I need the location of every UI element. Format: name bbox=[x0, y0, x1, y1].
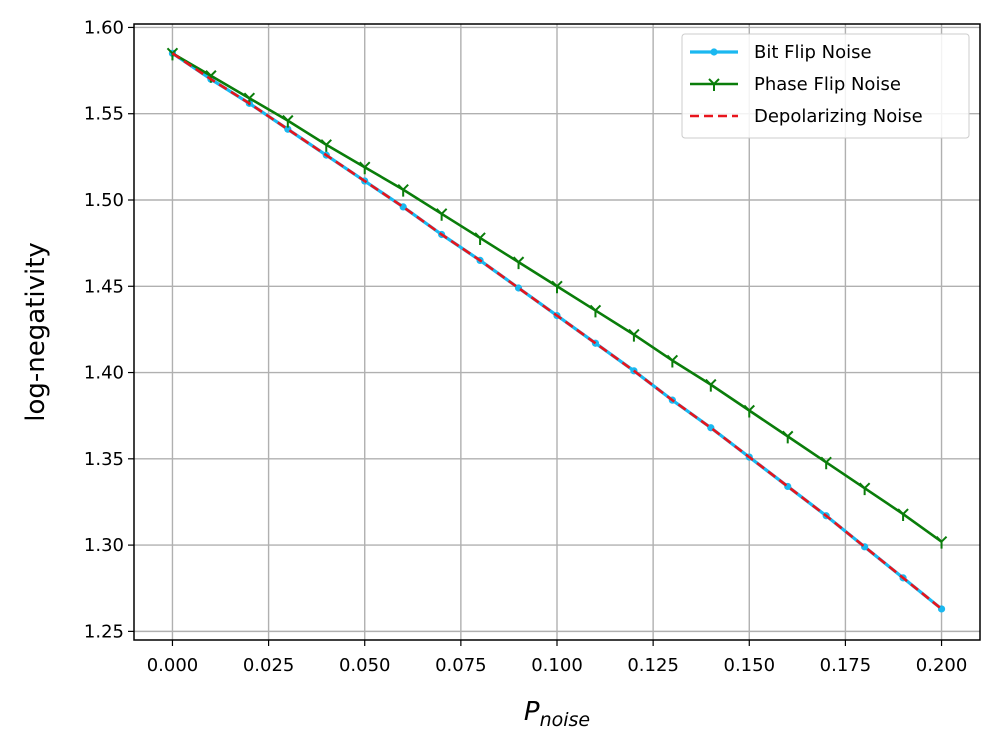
data-point bbox=[551, 280, 563, 294]
data-point bbox=[628, 328, 640, 342]
legend-item: Phase Flip Noise bbox=[690, 74, 901, 95]
x-tick-label: 0.175 bbox=[820, 655, 872, 676]
data-point bbox=[743, 404, 755, 418]
y-tick-label: 1.30 bbox=[84, 535, 124, 556]
x-tick-label: 0.025 bbox=[243, 655, 295, 676]
x-tick-label: 0.125 bbox=[627, 655, 679, 676]
data-point bbox=[858, 482, 871, 496]
x-tick-label: 0.200 bbox=[916, 655, 968, 676]
data-point bbox=[897, 508, 909, 522]
x-axis-label: Pnoise bbox=[524, 697, 590, 731]
legend-label: Phase Flip Noise bbox=[754, 74, 901, 95]
data-point bbox=[512, 256, 525, 270]
y-tick-label: 1.25 bbox=[84, 621, 124, 642]
y-tick-label: 1.55 bbox=[84, 104, 124, 125]
x-axis-label-subscript: noise bbox=[540, 709, 591, 731]
data-point bbox=[666, 354, 679, 368]
x-tick-label: 0.100 bbox=[531, 655, 583, 676]
legend-item: Bit Flip Noise bbox=[690, 42, 872, 63]
x-axis: 0.000 0.025 0.050 0.075 0.100 0.125 0.150 0.175… bbox=[147, 640, 968, 676]
x-tick-label: 0.150 bbox=[724, 655, 776, 676]
data-point bbox=[397, 183, 409, 197]
series-layer bbox=[166, 47, 948, 613]
data-point bbox=[782, 430, 794, 444]
legend-label: Bit Flip Noise bbox=[754, 42, 872, 63]
y-tick-label: 1.45 bbox=[84, 276, 124, 297]
series-depolarizing-noise bbox=[171, 52, 943, 610]
series-line bbox=[171, 52, 943, 610]
data-point bbox=[820, 456, 832, 470]
y-axis-label: log-negativity bbox=[21, 242, 51, 422]
legend-box bbox=[681, 33, 970, 139]
data-point bbox=[435, 208, 448, 221]
x-axis-label-main: P bbox=[524, 697, 540, 727]
legend: Bit Flip Noise Phase Flip Noise Depolarizi… bbox=[681, 33, 970, 139]
data-point bbox=[282, 114, 294, 128]
legend-label: Depolarizing Noise bbox=[754, 106, 923, 127]
x-tick-label: 0.050 bbox=[339, 655, 391, 676]
x-tick-label: 0.000 bbox=[147, 655, 199, 676]
data-point bbox=[359, 161, 371, 175]
data-point bbox=[320, 139, 332, 152]
data-point bbox=[474, 232, 486, 245]
data-point bbox=[935, 535, 948, 549]
legend-marker bbox=[708, 78, 720, 91]
legend-marker bbox=[710, 48, 718, 56]
y-axis: 1.25 1.30 1.35 1.40 1.45 1.50 1.55 1.60 bbox=[84, 17, 134, 642]
y-tick-label: 1.35 bbox=[84, 449, 124, 470]
data-point bbox=[589, 304, 602, 318]
y-tick-label: 1.40 bbox=[84, 363, 124, 384]
legend-item: Depolarizing Noise bbox=[690, 106, 923, 127]
data-point bbox=[705, 378, 717, 392]
y-tick-label: 1.60 bbox=[84, 17, 124, 38]
series-phase-flip-noise bbox=[166, 47, 948, 549]
y-tick-label: 1.50 bbox=[84, 190, 124, 211]
x-tick-label: 0.075 bbox=[435, 655, 487, 676]
